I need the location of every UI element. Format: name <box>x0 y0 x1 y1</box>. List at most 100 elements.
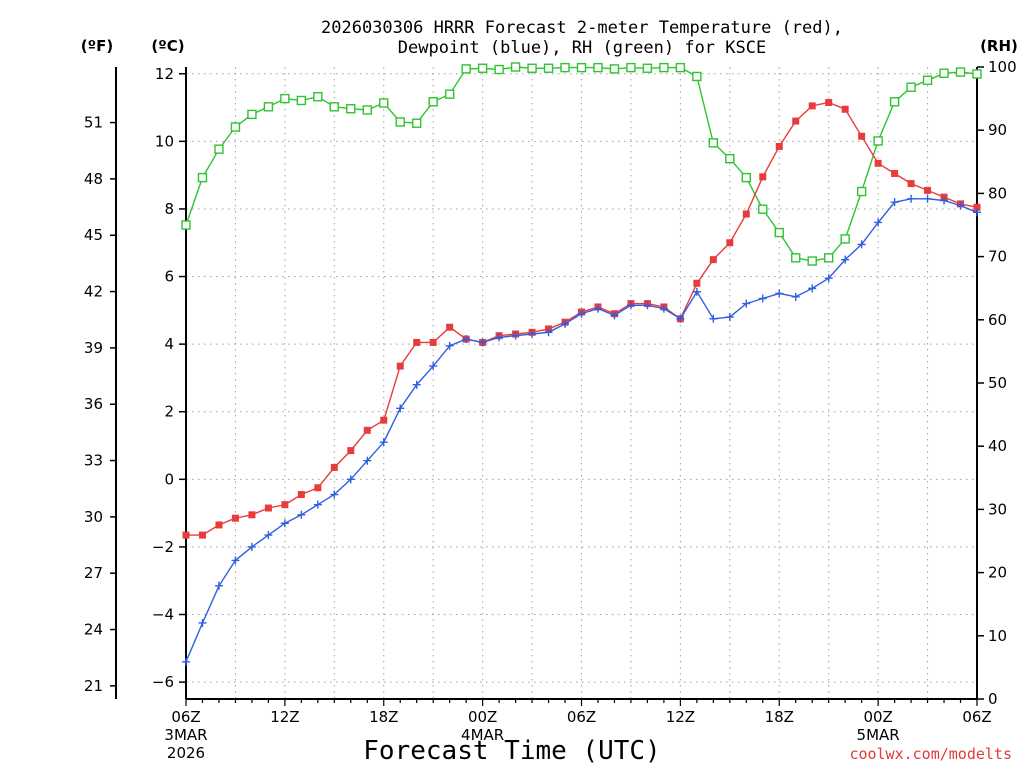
celsius-axis: −6 −4 −2 0 2 4 6 8 10 12 <box>152 65 186 691</box>
dewpoint-point <box>775 289 784 298</box>
temperature-point <box>808 102 816 110</box>
fahrenheit-tick-label: 45 <box>84 226 103 244</box>
temperature-point <box>973 203 981 211</box>
celsius-unit-label: (ºC) <box>151 37 184 55</box>
year-label: 2026 <box>167 744 205 762</box>
dewpoint-point <box>857 240 866 249</box>
time-tick-label: 12Z <box>270 708 299 726</box>
temperature-point <box>413 338 421 346</box>
date-label: 4MAR <box>461 726 504 744</box>
dewpoint-point <box>874 218 883 227</box>
dewpoint-point <box>264 531 273 540</box>
celsius-tick-label: 6 <box>164 268 174 286</box>
temperature-point <box>330 463 338 471</box>
fahrenheit-tick-label: 48 <box>84 170 103 188</box>
dewpoint-point <box>280 519 289 528</box>
temperature-point <box>198 531 206 539</box>
dewpoint-point <box>198 618 207 627</box>
dewpoint-point <box>890 198 899 207</box>
celsius-tick-label: −6 <box>152 673 174 691</box>
rh-tick-label: 70 <box>988 248 1007 266</box>
rh-point <box>197 172 208 183</box>
rh-point <box>346 104 356 114</box>
rh-point <box>428 97 438 107</box>
rh-point <box>659 62 669 73</box>
rh-point <box>774 227 784 238</box>
dewpoint-point <box>577 309 586 318</box>
dewpoint-point <box>626 301 635 310</box>
rh-point <box>840 234 850 244</box>
temperature-point <box>446 323 454 331</box>
dewpoint-point <box>643 301 652 310</box>
rh-point <box>642 63 653 73</box>
rh-tick-label: 90 <box>988 121 1007 139</box>
temperature-point <box>858 132 866 140</box>
time-tick-label: 18Z <box>369 708 398 726</box>
celsius-tick-label: −4 <box>152 606 174 624</box>
dewpoint-point <box>973 208 981 217</box>
rh-point <box>263 102 274 112</box>
rh-point <box>395 117 405 127</box>
dewpoint-point <box>445 341 454 350</box>
dewpoint-point <box>297 510 306 519</box>
rh-point <box>214 144 224 154</box>
dewpoint-point <box>412 380 421 389</box>
rh-point <box>329 102 340 112</box>
dewpoint-point <box>808 284 817 293</box>
time-tick-label: 00Z <box>468 708 497 726</box>
temperature-point <box>693 279 701 287</box>
dewpoint-point <box>907 194 916 203</box>
celsius-tick-label: 12 <box>155 65 174 83</box>
dewpoint-point <box>561 319 570 328</box>
fahrenheit-tick-label: 30 <box>84 508 103 526</box>
temperature-point <box>891 169 899 177</box>
rh-point <box>477 63 488 73</box>
temperature-point <box>429 338 437 346</box>
rh-point <box>527 63 537 73</box>
rh-point <box>856 186 867 197</box>
temperature-point <box>380 416 388 424</box>
rh-tick-label: 30 <box>988 500 1007 518</box>
temperature-point <box>297 491 305 499</box>
rh-point <box>181 220 191 230</box>
temperature-point <box>726 239 734 247</box>
fahrenheit-axis: 21 24 27 30 33 36 39 42 45 48 51 <box>84 114 116 695</box>
rh-point <box>873 136 883 146</box>
dewpoint-point <box>791 292 800 301</box>
series-dewpoint <box>182 194 981 666</box>
temperature-point <box>231 514 239 522</box>
rh-point <box>725 153 735 164</box>
temperature-point <box>182 531 190 539</box>
dewpoint-point <box>462 335 471 344</box>
rh-point <box>609 64 620 74</box>
fahrenheit-tick-label: 36 <box>84 395 103 413</box>
dewpoint-point <box>841 255 850 264</box>
rh-point <box>675 62 686 73</box>
dewpoint-point <box>346 475 355 484</box>
temperature-point <box>264 504 272 512</box>
rh-point <box>758 204 768 214</box>
rh-tick-label: 100 <box>988 58 1017 76</box>
temperature-point <box>363 426 371 434</box>
time-tick-label: 12Z <box>666 708 695 726</box>
fahrenheit-tick-label: 33 <box>84 452 103 470</box>
dewpoint-point <box>528 329 537 338</box>
rh-point <box>296 95 307 106</box>
dewpoint-point <box>544 328 553 337</box>
temperature-point <box>396 362 404 370</box>
temperature-point <box>874 159 882 167</box>
rh-point <box>461 64 471 74</box>
rh-point <box>412 118 422 128</box>
fahrenheit-tick-label: 24 <box>84 621 103 639</box>
rh-point <box>576 62 587 73</box>
series-2-meter-temperature <box>182 98 981 539</box>
grid-lines <box>186 67 977 699</box>
rh-point <box>906 82 916 92</box>
dewpoint-point <box>182 657 190 666</box>
dewpoint-point <box>758 294 767 303</box>
dewpoint-point <box>231 556 240 565</box>
rh-point <box>494 64 504 75</box>
fahrenheit-tick-label: 51 <box>84 114 103 132</box>
rh-point <box>955 67 966 77</box>
